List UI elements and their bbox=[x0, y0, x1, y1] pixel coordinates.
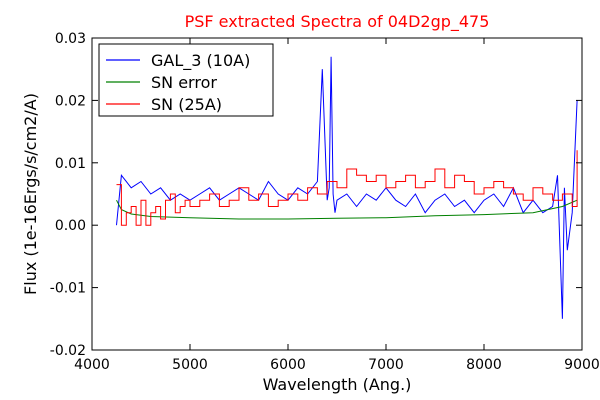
y-tick-label: 0.02 bbox=[55, 93, 86, 109]
x-tick-label: 4000 bbox=[74, 357, 110, 373]
x-axis-label: Wavelength (Ang.) bbox=[263, 375, 412, 394]
chart-title: PSF extracted Spectra of 04D2gp_475 bbox=[185, 12, 490, 32]
plot-area bbox=[116, 56, 578, 319]
legend-label: SN (25A) bbox=[151, 95, 222, 114]
series-line-2 bbox=[116, 199, 578, 220]
series-line-1 bbox=[116, 56, 578, 319]
x-tick-label: 8000 bbox=[466, 357, 502, 373]
y-tick-label: 0.03 bbox=[55, 31, 86, 47]
x-tick-label: 5000 bbox=[172, 357, 208, 373]
plot-frame bbox=[91, 37, 583, 351]
series-line-3 bbox=[116, 150, 578, 226]
y-tick-label: 0.01 bbox=[55, 156, 86, 172]
legend-label: SN error bbox=[151, 73, 217, 92]
y-tick-label: 0.00 bbox=[55, 218, 86, 234]
legend: GAL_3 (10A) SN error SN (25A) bbox=[98, 43, 274, 117]
legend-label: GAL_3 (10A) bbox=[151, 51, 250, 71]
y-axis-label: Flux (1e-16Ergs/s/cm2/A) bbox=[21, 93, 40, 295]
x-tick-label: 7000 bbox=[368, 357, 404, 373]
y-axis-ticks: -0.02 -0.01 0.00 0.01 0.02 0.03 bbox=[50, 31, 582, 359]
x-tick-label: 9000 bbox=[564, 357, 600, 373]
x-tick-label: 6000 bbox=[270, 357, 306, 373]
y-tick-label: -0.02 bbox=[50, 343, 86, 359]
y-tick-label: -0.01 bbox=[50, 281, 86, 297]
